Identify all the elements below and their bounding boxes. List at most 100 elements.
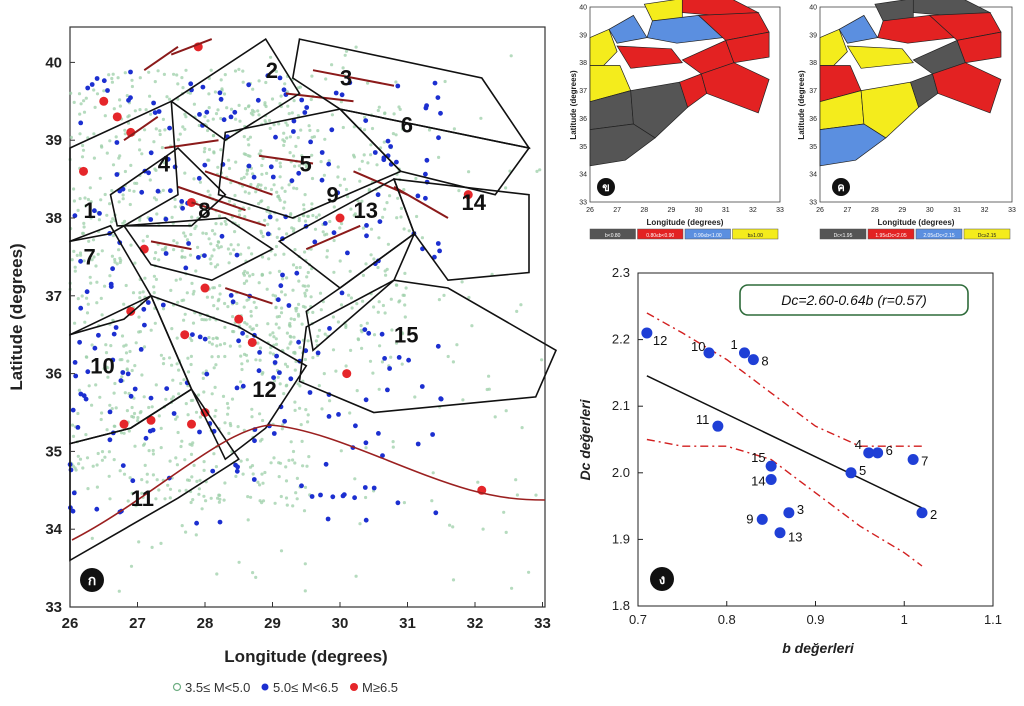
epicenter-small <box>275 235 279 239</box>
epicenter-small <box>223 325 227 329</box>
data-point-label: 7 <box>921 453 928 468</box>
epicenter-small <box>133 364 137 368</box>
epicenter-small <box>107 450 111 454</box>
epicenter-small <box>358 167 362 171</box>
epicenter-small <box>358 179 362 183</box>
epicenter-medium <box>438 110 443 116</box>
epicenter-small <box>293 461 297 465</box>
epicenter-small <box>366 81 370 85</box>
epicenter-small <box>277 475 281 479</box>
epicenter-small <box>274 342 279 346</box>
epicenter-small <box>95 280 99 284</box>
epicenter-small <box>144 108 148 112</box>
epicenter-small <box>175 362 179 366</box>
epicenter-medium <box>406 357 411 363</box>
epicenter-small <box>185 238 190 242</box>
epicenter-small <box>147 449 151 453</box>
epicenter-small <box>295 187 299 191</box>
epicenter-small <box>266 206 270 210</box>
fault <box>143 46 179 72</box>
epicenter-medium <box>326 161 332 167</box>
epicenter-small <box>82 221 86 225</box>
epicenter-small <box>162 161 166 165</box>
y-tick-label: 38 <box>579 60 587 67</box>
epicenter-small <box>288 321 292 326</box>
epicenter-small <box>348 411 352 415</box>
epicenter-small <box>229 107 234 111</box>
epicenter-medium <box>148 150 154 156</box>
epicenter-medium <box>345 250 350 256</box>
epicenter-small <box>245 271 250 275</box>
x-tick-label: 31 <box>722 207 730 214</box>
epicenter-small <box>272 123 276 127</box>
data-point-label: 15 <box>751 450 765 465</box>
epicenter-small <box>123 71 127 75</box>
epicenter-medium <box>339 290 345 296</box>
epicenter-small <box>376 108 380 113</box>
epicenter-medium <box>294 270 300 276</box>
fault <box>258 154 314 165</box>
epicenter-medium <box>335 190 341 196</box>
epicenter-small <box>112 458 116 462</box>
epicenter-small <box>75 253 79 257</box>
epicenter-small <box>403 271 407 275</box>
epicenter-medium <box>424 103 429 108</box>
epicenter-small <box>289 440 293 444</box>
epicenter-small <box>168 356 172 360</box>
dc-value-zones <box>819 0 1002 167</box>
epicenter-small <box>150 405 154 409</box>
epicenter-small <box>279 494 283 499</box>
epicenter-small <box>152 274 156 278</box>
epicenter-small <box>241 472 245 476</box>
epicenter-medium <box>188 81 194 87</box>
epicenter-large <box>247 337 257 347</box>
epicenter-small <box>85 456 90 460</box>
epicenter-small <box>278 175 282 179</box>
epicenter-small <box>180 249 184 253</box>
epicenter-small <box>306 339 310 343</box>
epicenter-small <box>257 113 261 117</box>
epicenter-small <box>443 79 447 84</box>
epicenter-small <box>274 306 278 310</box>
epicenter-small <box>271 331 275 335</box>
epicenter-large <box>335 213 345 223</box>
x-tick-label: 27 <box>129 615 146 632</box>
epicenter-small <box>504 409 508 413</box>
epicenter-small <box>276 195 280 199</box>
epicenter-small <box>134 504 138 508</box>
epicenter-small <box>155 478 159 482</box>
epicenter-medium <box>280 272 285 278</box>
epicenter-small <box>383 207 387 211</box>
epicenter-small <box>118 256 122 260</box>
epicenter-medium <box>143 435 149 441</box>
data-point <box>703 347 715 359</box>
epicenter-small <box>336 320 340 324</box>
epicenter-small <box>219 78 223 82</box>
epicenter-small <box>276 375 280 379</box>
epicenter-medium <box>302 110 308 115</box>
epicenter-small <box>344 325 348 329</box>
epicenter-small <box>133 261 137 265</box>
epicenter-small <box>143 276 147 280</box>
epicenter-large <box>342 369 352 379</box>
epicenter-small <box>118 98 122 102</box>
zone-label: 13 <box>354 198 378 223</box>
epicenter-medium <box>273 134 278 140</box>
epicenter-small <box>210 342 214 346</box>
epicenter-small <box>238 344 242 348</box>
epicenter-small <box>352 155 356 159</box>
epicenter-small <box>197 123 201 128</box>
epicenter-small <box>119 431 124 435</box>
epicenter-medium <box>296 170 302 176</box>
epicenter-medium <box>167 125 173 131</box>
data-point <box>907 453 919 465</box>
epicenter-small <box>502 510 506 514</box>
epicenter-small <box>383 311 387 315</box>
epicenter-small <box>363 128 367 132</box>
epicenter-small <box>294 144 298 148</box>
epicenter-small <box>207 158 211 162</box>
epicenter-small <box>213 90 217 94</box>
epicenter-small <box>317 213 321 217</box>
